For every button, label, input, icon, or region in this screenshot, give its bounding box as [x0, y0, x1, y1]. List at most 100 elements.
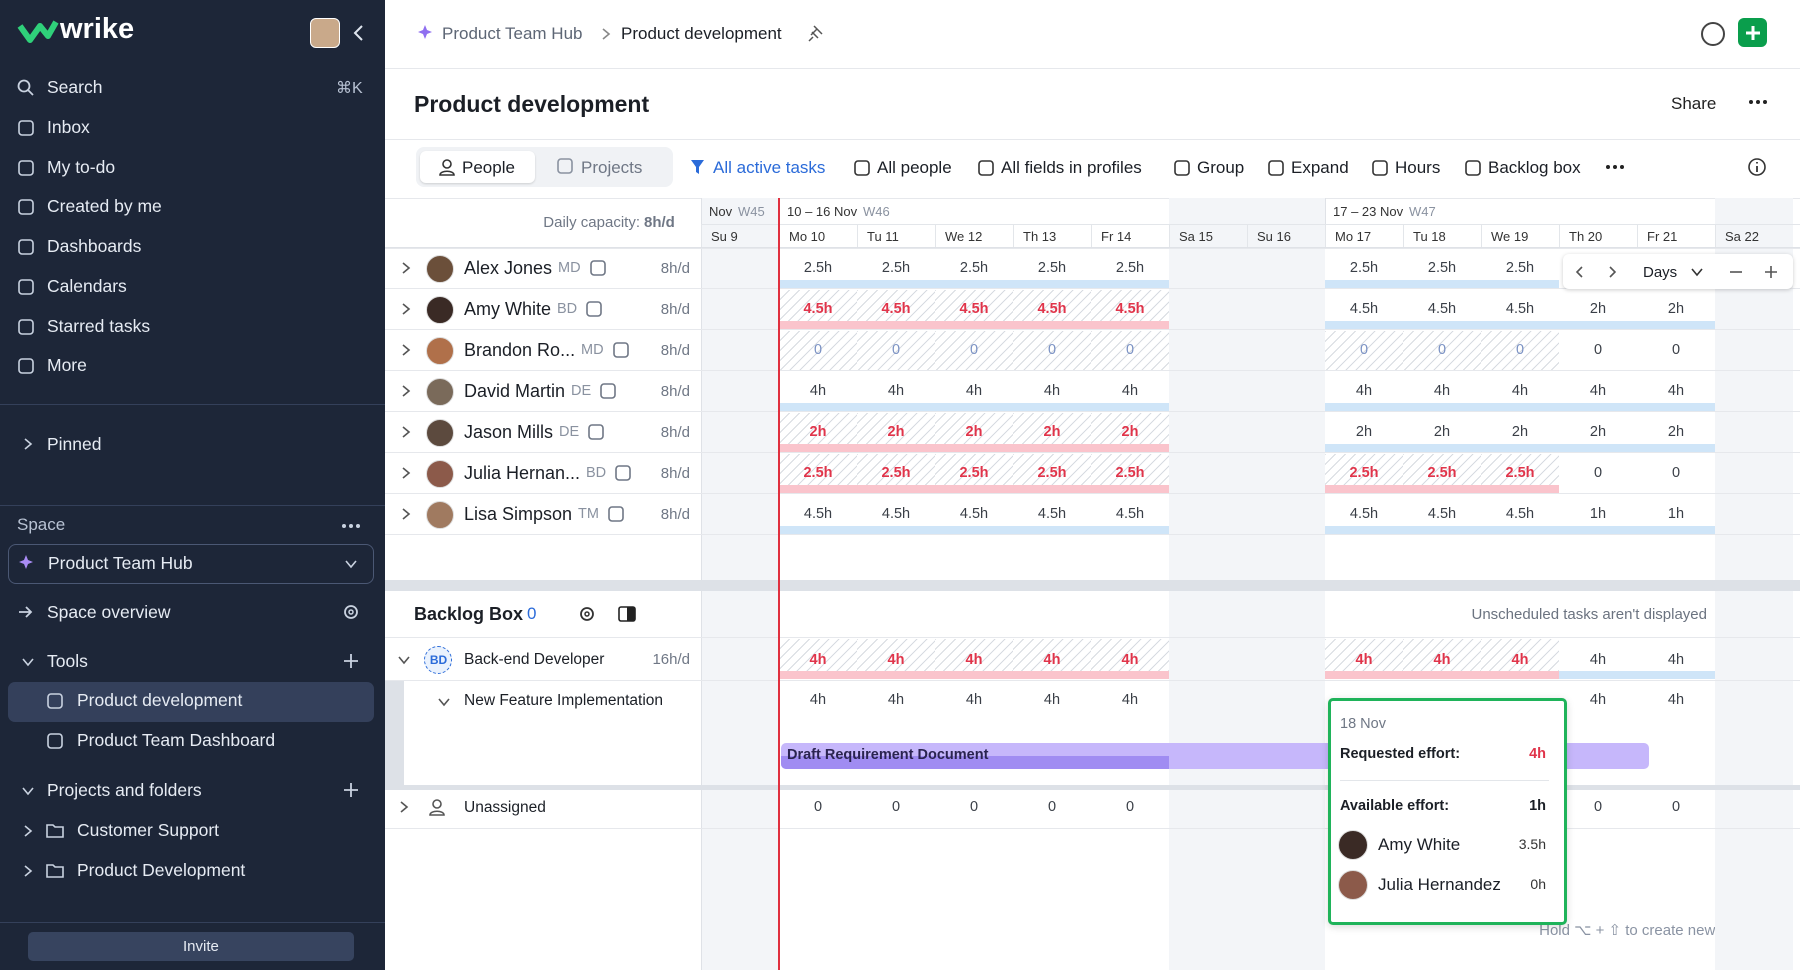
nav-item[interactable]: More	[47, 355, 87, 376]
filter[interactable]: All people	[877, 158, 952, 177]
nav-item[interactable]: Created by me	[47, 196, 162, 217]
filter[interactable]: Hours	[1395, 158, 1441, 177]
cell-value: 4h	[965, 692, 983, 708]
load-bar	[1091, 485, 1169, 493]
hatch	[1013, 639, 1091, 671]
person-name[interactable]: David Martin	[464, 381, 566, 401]
filter[interactable]: All fields in profiles	[1001, 158, 1142, 177]
cell-value: 0	[813, 799, 823, 815]
tool-item[interactable]: Product Team Dashboard	[77, 730, 276, 750]
row-line	[385, 370, 1800, 371]
filter[interactable]: Expand	[1291, 158, 1349, 177]
zoom-controls[interactable]	[1563, 254, 1793, 289]
search-icon	[17, 79, 34, 96]
avatar	[426, 501, 454, 529]
capacity: 16h/d	[652, 651, 690, 668]
folder[interactable]: Customer Support	[77, 820, 220, 840]
breadcrumb[interactable]: Product development	[621, 24, 782, 43]
icon	[1174, 160, 1190, 176]
load-bar	[779, 280, 857, 288]
cell-value: 4.5h	[803, 301, 833, 317]
hatch	[1091, 413, 1169, 444]
filter[interactable]: All active tasks	[713, 158, 826, 177]
chevron	[1691, 268, 1703, 277]
person-name[interactable]: Brandon Ro...	[464, 340, 576, 360]
load-bar	[857, 485, 935, 493]
cell-value: 4h	[809, 652, 827, 668]
icon	[1465, 160, 1481, 176]
load-bar	[1403, 485, 1481, 493]
icon	[854, 160, 870, 176]
hatch	[935, 413, 1013, 444]
load-bar	[1325, 526, 1403, 534]
pinned[interactable]: Pinned	[47, 434, 102, 454]
projects[interactable]: Projects and folders	[47, 780, 202, 800]
tab-active[interactable]	[420, 151, 535, 183]
chevron	[24, 825, 33, 837]
icon	[586, 301, 602, 317]
person-name[interactable]: Julia Hernan...	[464, 463, 581, 483]
tools[interactable]: Tools	[47, 651, 88, 671]
hatch	[857, 454, 935, 485]
breadcrumb[interactable]: Product Team Hub	[442, 24, 583, 43]
chevron	[402, 467, 411, 479]
cell-value: 4h	[1043, 383, 1061, 399]
load-bar	[1013, 280, 1091, 288]
role-name[interactable]: Back-end Developer	[464, 651, 605, 668]
space-overview[interactable]: Space overview	[47, 602, 171, 622]
tab[interactable]: Projects	[581, 158, 643, 177]
space-label: Space	[17, 515, 66, 534]
filter[interactable]: Group	[1197, 158, 1245, 177]
space-name[interactable]: Product Team Hub	[48, 553, 193, 573]
nav-item[interactable]: My to-do	[47, 156, 116, 177]
divider	[0, 922, 385, 923]
folder[interactable]: Product Development	[77, 860, 246, 880]
task-bar-label[interactable]: Draft Requirement Document	[787, 747, 989, 763]
active-item[interactable]	[8, 682, 374, 722]
cell-value: 0	[1437, 342, 1447, 358]
day-line	[1013, 224, 1014, 247]
role: DE	[559, 424, 580, 440]
help-icon[interactable]	[1701, 22, 1725, 46]
task-name[interactable]: New Feature Implementation	[464, 692, 664, 709]
day: Th 13	[1023, 229, 1057, 244]
nav-item[interactable]: Starred tasks	[47, 315, 151, 336]
share[interactable]: Share	[1671, 94, 1717, 113]
role: TM	[578, 506, 599, 522]
cell-value: 4h	[1043, 652, 1061, 668]
unassigned[interactable]: Unassigned	[464, 799, 546, 816]
cell-value: 0	[813, 342, 823, 358]
person-name[interactable]: Lisa Simpson	[464, 504, 573, 524]
cell-value: 4h	[1667, 383, 1685, 399]
filter[interactable]: Backlog box	[1488, 158, 1581, 177]
zoom[interactable]: Days	[1643, 264, 1678, 281]
cell-value: 4.5h	[803, 506, 833, 522]
icon	[588, 424, 604, 440]
plus-icon	[1746, 26, 1760, 40]
avatar	[1338, 830, 1368, 860]
backlog-note: Unscheduled tasks aren't displayed	[1471, 606, 1707, 623]
week-number: W47	[1409, 204, 1436, 219]
nav-item[interactable]: Dashboards	[47, 236, 142, 257]
tab[interactable]: People	[462, 158, 515, 177]
tool-item[interactable]: Product development	[77, 690, 243, 710]
invite[interactable]: Invite	[183, 938, 219, 955]
row-line	[385, 680, 1800, 681]
person-name[interactable]: Jason Mills	[464, 422, 554, 442]
load-bar	[1481, 526, 1559, 534]
nav-item[interactable]: Calendars	[47, 275, 127, 296]
hatch	[1325, 331, 1403, 370]
invite-button[interactable]	[28, 932, 354, 961]
nav-item[interactable]: Inbox	[47, 117, 90, 137]
person-name[interactable]: Alex Jones	[464, 258, 553, 278]
chevron	[402, 385, 411, 397]
load-bar	[1637, 526, 1715, 534]
space-box[interactable]	[8, 544, 374, 584]
load-bar	[1091, 321, 1169, 329]
load-bar	[1013, 321, 1091, 329]
load-bar	[1637, 444, 1715, 452]
nav-item[interactable]: Search	[47, 77, 103, 97]
hatch	[935, 454, 1013, 485]
icon	[47, 733, 63, 749]
person-name[interactable]: Amy White	[464, 299, 552, 319]
